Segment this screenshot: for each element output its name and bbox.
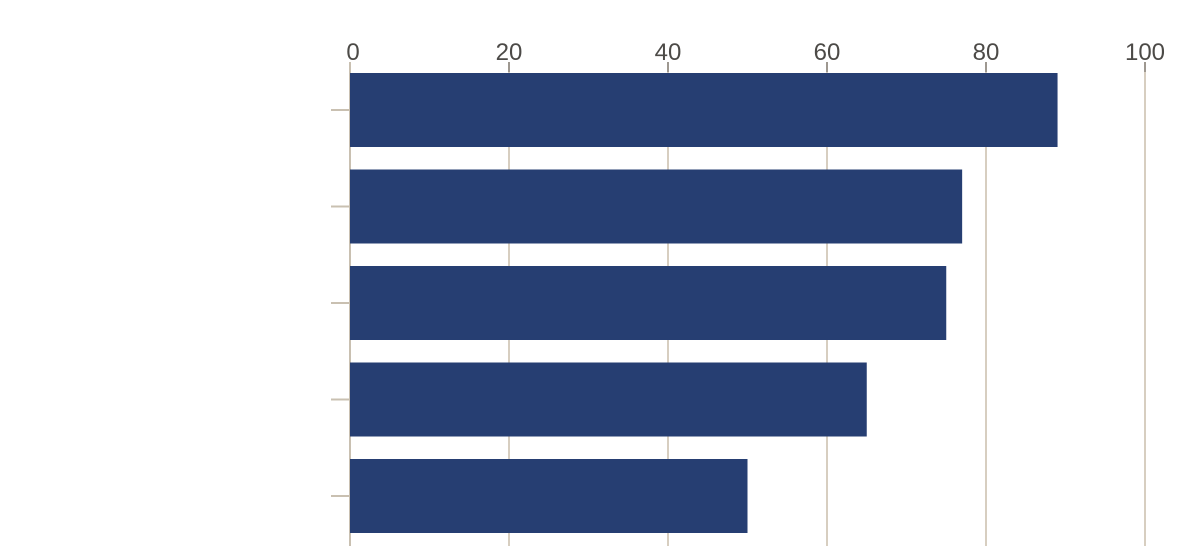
bar [350,362,867,437]
x-axis-tick-label: 100 [1125,39,1165,66]
x-axis-tick-label: 40 [655,39,682,66]
bar [350,459,748,533]
x-axis-tick-label: 0 [346,39,359,66]
bar [350,169,963,244]
bar [350,266,947,340]
x-axis-tick-label: 20 [496,39,523,66]
x-axis-tick-label: 60 [814,39,841,66]
bar [350,73,1058,147]
x-axis-tick-label: 80 [973,39,1000,66]
